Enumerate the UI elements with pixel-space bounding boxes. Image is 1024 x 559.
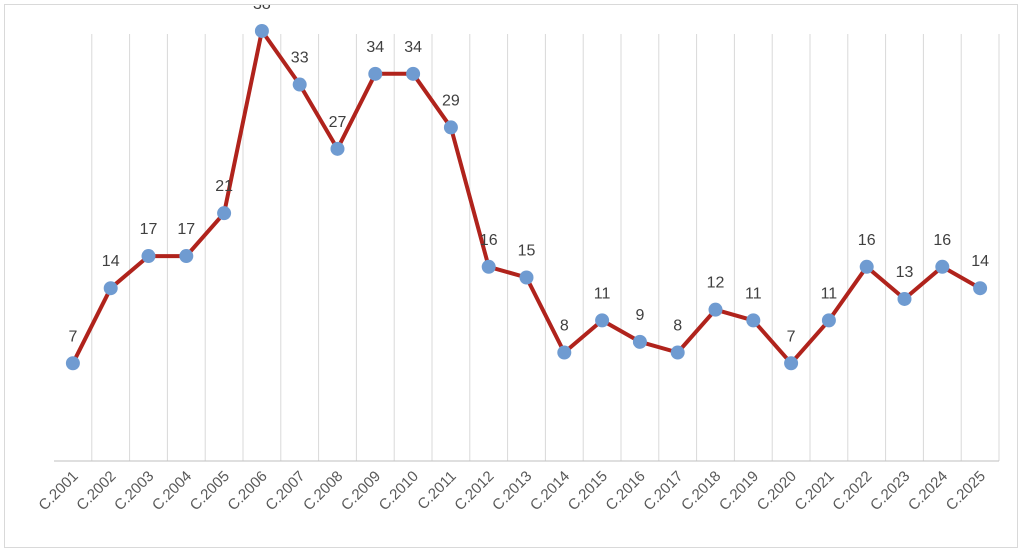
data-label: 15	[518, 243, 536, 260]
data-point	[179, 249, 194, 264]
x-tick-label: C.2015	[565, 468, 611, 514]
data-point	[784, 356, 799, 371]
series-line	[70, 28, 983, 366]
data-label: 8	[673, 318, 682, 335]
line-chart: 7 14 17 17 21 38 33 27 34 34 29 16 15 8 11 9 8 12 11 7 11 16 1…	[36, 5, 1000, 514]
x-tick-label: C.2010	[376, 468, 422, 514]
x-tick-label: C.2025	[943, 468, 989, 514]
data-label: 16	[858, 232, 876, 249]
data-point	[103, 281, 118, 296]
x-tick-label: C.2017	[640, 468, 686, 514]
x-tick-label: C.2009	[338, 468, 384, 514]
data-point	[254, 23, 269, 38]
chart-container: 7 14 17 17 21 38 33 27 34 34 29 16 15 8 11 9 8 12 11 7 11 16 1…	[4, 4, 1018, 548]
data-point	[746, 313, 761, 328]
x-tick-label: C.2005	[187, 468, 233, 514]
x-tick-label: C.2008	[300, 468, 346, 514]
data-label: 17	[140, 221, 158, 238]
data-point	[670, 345, 685, 360]
data-label: 11	[821, 285, 838, 302]
x-tick-label: C.2021	[792, 468, 838, 514]
data-point	[557, 345, 572, 360]
data-point	[708, 302, 723, 317]
data-label: 34	[404, 39, 422, 56]
data-point	[443, 120, 458, 135]
x-tick-label: C.2024	[905, 468, 951, 514]
data-point	[330, 141, 345, 156]
x-tick-label: C.2001	[36, 468, 82, 514]
x-tick-label: C.2013	[489, 468, 535, 514]
data-point	[519, 270, 534, 285]
data-label: 27	[329, 114, 347, 131]
x-tick-label: C.2020	[754, 468, 800, 514]
x-tick-label: C.2018	[678, 468, 724, 514]
data-label: 16	[933, 232, 951, 249]
data-label: 17	[177, 221, 195, 238]
x-tick-label: C.2019	[716, 468, 762, 514]
data-point	[292, 77, 307, 92]
data-label: 16	[480, 232, 498, 249]
data-label: 7	[787, 328, 796, 345]
data-label: 12	[707, 275, 725, 292]
data-point	[406, 66, 421, 81]
data-label: 38	[253, 5, 271, 13]
data-label: 13	[896, 264, 914, 281]
data-label: 21	[215, 178, 233, 195]
x-tick-label: C.2012	[451, 468, 497, 514]
data-label: 29	[442, 92, 460, 109]
data-point	[897, 291, 912, 306]
data-label: 11	[594, 285, 611, 302]
x-tick-label: C.2006	[225, 468, 271, 514]
data-label: 34	[366, 39, 384, 56]
data-label: 33	[291, 50, 309, 67]
data-label: 14	[102, 253, 120, 270]
data-point	[368, 66, 383, 81]
x-tick-label: C.2011	[414, 468, 459, 513]
data-label: 11	[745, 285, 762, 302]
data-label: 7	[68, 328, 77, 345]
data-label: 9	[635, 307, 644, 324]
x-tick-label: C.2014	[527, 468, 573, 514]
data-point	[973, 281, 988, 296]
plot-group: 7 14 17 17 21 38 33 27 34 34 29 16 15 8 11 9 8 12 11 7 11 16 1…	[36, 5, 1000, 514]
data-point	[859, 259, 874, 274]
x-tick-label: C.2023	[867, 468, 913, 514]
data-point	[821, 313, 836, 328]
x-tick-label: C.2022	[829, 468, 875, 514]
data-point	[935, 259, 950, 274]
data-point	[595, 313, 610, 328]
x-tick-label: C.2002	[73, 468, 119, 514]
data-label: 8	[560, 318, 569, 335]
x-tick-label: C.2016	[603, 468, 649, 514]
data-point	[632, 334, 647, 349]
data-point	[481, 259, 496, 274]
x-tick-label: C.2007	[262, 468, 308, 514]
x-tick-label: C.2003	[111, 468, 157, 514]
data-point	[217, 206, 232, 221]
data-point	[65, 356, 80, 371]
data-point	[141, 249, 156, 264]
x-tick-label: C.2004	[149, 468, 195, 514]
data-label: 14	[971, 253, 989, 270]
